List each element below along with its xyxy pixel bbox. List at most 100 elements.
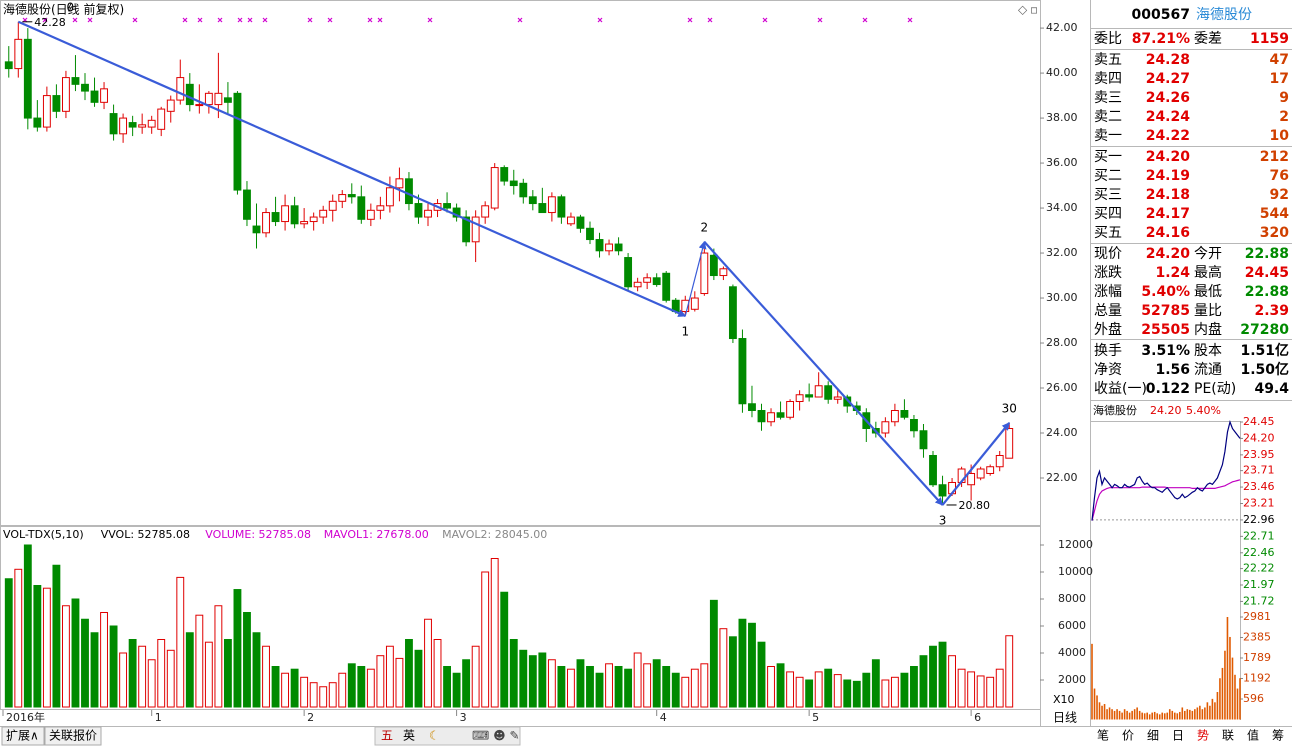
y-tick-label: 23.46 bbox=[1243, 480, 1275, 493]
volume-bar bbox=[748, 622, 756, 708]
candle-body bbox=[700, 252, 709, 295]
volume-bar bbox=[719, 628, 728, 708]
quote-value: 24.45 bbox=[1245, 265, 1289, 281]
volume-bar bbox=[643, 663, 652, 708]
y-tick-label: 34.00 bbox=[1046, 201, 1078, 214]
candle-body bbox=[595, 239, 604, 252]
quote-value: 5.40% bbox=[1141, 284, 1190, 300]
quote-label: 买二 bbox=[1094, 168, 1122, 184]
panel-tab[interactable]: 细 bbox=[1147, 729, 1159, 743]
candle-body bbox=[223, 97, 232, 103]
candle-body bbox=[176, 77, 185, 101]
quote-value: 52785 bbox=[1141, 303, 1190, 319]
toolbar-icon[interactable]: ⌨ ☻ ✎ bbox=[472, 729, 520, 743]
wave-label: 30 bbox=[1002, 401, 1017, 415]
quote-label: 买一 bbox=[1094, 149, 1122, 165]
volume-bar bbox=[90, 632, 99, 708]
candle-body bbox=[471, 216, 480, 243]
window-icons[interactable]: ▫ bbox=[1030, 3, 1038, 17]
candle-body bbox=[195, 104, 204, 107]
panel-tab[interactable]: 笔 bbox=[1097, 728, 1109, 743]
volume-bar bbox=[481, 571, 490, 708]
volume-bar bbox=[547, 659, 556, 708]
panel-tab[interactable]: 筹 bbox=[1272, 729, 1284, 743]
candle-body bbox=[919, 430, 928, 450]
quote-price: 24.17 bbox=[1146, 206, 1190, 222]
quote-price: 24.19 bbox=[1146, 168, 1190, 184]
event-marker bbox=[247, 17, 253, 23]
quote-label: 流通 bbox=[1194, 362, 1222, 378]
candle-body bbox=[338, 194, 347, 202]
panel-tab[interactable]: 价 bbox=[1122, 729, 1134, 743]
y-tick-label: 30.00 bbox=[1046, 291, 1078, 304]
volume-bar bbox=[881, 679, 890, 708]
volume-bar bbox=[395, 657, 404, 708]
y-tick-label: 23.95 bbox=[1243, 448, 1275, 461]
candle-body bbox=[405, 178, 413, 205]
candle-body bbox=[748, 403, 756, 412]
volume-bar bbox=[223, 638, 232, 708]
panel-tab[interactable]: 联 bbox=[1222, 729, 1234, 743]
candle-body bbox=[938, 484, 947, 497]
quote-label: PE(动) bbox=[1194, 381, 1236, 397]
volume-legend: VOLUME: 52785.08 bbox=[205, 528, 311, 541]
volume-bar bbox=[738, 618, 747, 708]
y-tick-label: 24.00 bbox=[1046, 426, 1078, 439]
candle-body bbox=[890, 410, 899, 423]
quote-price: 24.16 bbox=[1146, 225, 1190, 241]
window-icons[interactable]: ◇ bbox=[1018, 3, 1028, 17]
candle-body bbox=[690, 297, 699, 310]
volume-bar bbox=[262, 645, 270, 708]
volume-bar bbox=[243, 611, 251, 708]
volume-bar bbox=[871, 659, 880, 708]
event-marker bbox=[517, 17, 523, 23]
candle-body bbox=[52, 95, 61, 112]
volume-bar bbox=[204, 641, 213, 708]
volume-bar bbox=[347, 663, 356, 708]
panel-tab[interactable]: 日 bbox=[1172, 729, 1184, 743]
candle-body bbox=[262, 212, 270, 234]
candle-body bbox=[547, 196, 556, 214]
quote-value: 25505 bbox=[1141, 322, 1190, 338]
candle-body bbox=[967, 472, 976, 486]
volume-bar bbox=[195, 614, 204, 708]
event-marker bbox=[197, 17, 203, 23]
footer-tab[interactable] bbox=[1, 726, 45, 746]
candle-body bbox=[204, 92, 213, 106]
quote-value: 1.56 bbox=[1155, 362, 1190, 378]
panel-tab[interactable]: 势 bbox=[1197, 729, 1209, 743]
y-tick-label: 2000 bbox=[1058, 673, 1086, 686]
panel-tab[interactable]: 值 bbox=[1247, 728, 1259, 743]
quote-label: 委比 bbox=[1094, 31, 1122, 47]
y-tick-label: 8000 bbox=[1058, 592, 1086, 605]
quote-label: 委差 bbox=[1194, 31, 1222, 47]
volume-bar bbox=[81, 618, 89, 708]
event-marker bbox=[427, 17, 433, 23]
y-tick-label: 2385 bbox=[1243, 630, 1271, 643]
volume-bar bbox=[52, 564, 61, 708]
toolbar-icon[interactable]: ☾ bbox=[429, 729, 440, 743]
footer-tab-label[interactable]: 关联报价 bbox=[49, 728, 97, 743]
wave-label: 1 bbox=[681, 325, 689, 339]
footer-tab[interactable] bbox=[44, 726, 102, 746]
volume-bar bbox=[528, 655, 537, 708]
period-label: 日线 bbox=[1053, 711, 1077, 725]
toolbar-label[interactable]: 五 bbox=[381, 729, 393, 743]
candle-body bbox=[614, 243, 623, 252]
quote-label: 总量 bbox=[1094, 303, 1122, 319]
wave-label: 3 bbox=[939, 513, 947, 527]
candle-body bbox=[147, 119, 156, 128]
volume-bar bbox=[33, 584, 42, 708]
candle-body bbox=[71, 77, 80, 85]
candle-body bbox=[157, 108, 166, 130]
quote-price: 24.28 bbox=[1146, 52, 1190, 68]
footer-tab-label[interactable]: 扩展∧ bbox=[6, 729, 39, 743]
candle-body bbox=[271, 212, 280, 223]
volume-bar bbox=[214, 605, 223, 708]
quote-label: 股本 bbox=[1194, 343, 1222, 359]
toolbar-label[interactable]: 英 bbox=[403, 729, 415, 743]
price-label: 42.28 bbox=[34, 16, 65, 29]
candle-body bbox=[776, 412, 785, 418]
volume-bar bbox=[128, 638, 137, 708]
volume-bar bbox=[929, 645, 937, 708]
